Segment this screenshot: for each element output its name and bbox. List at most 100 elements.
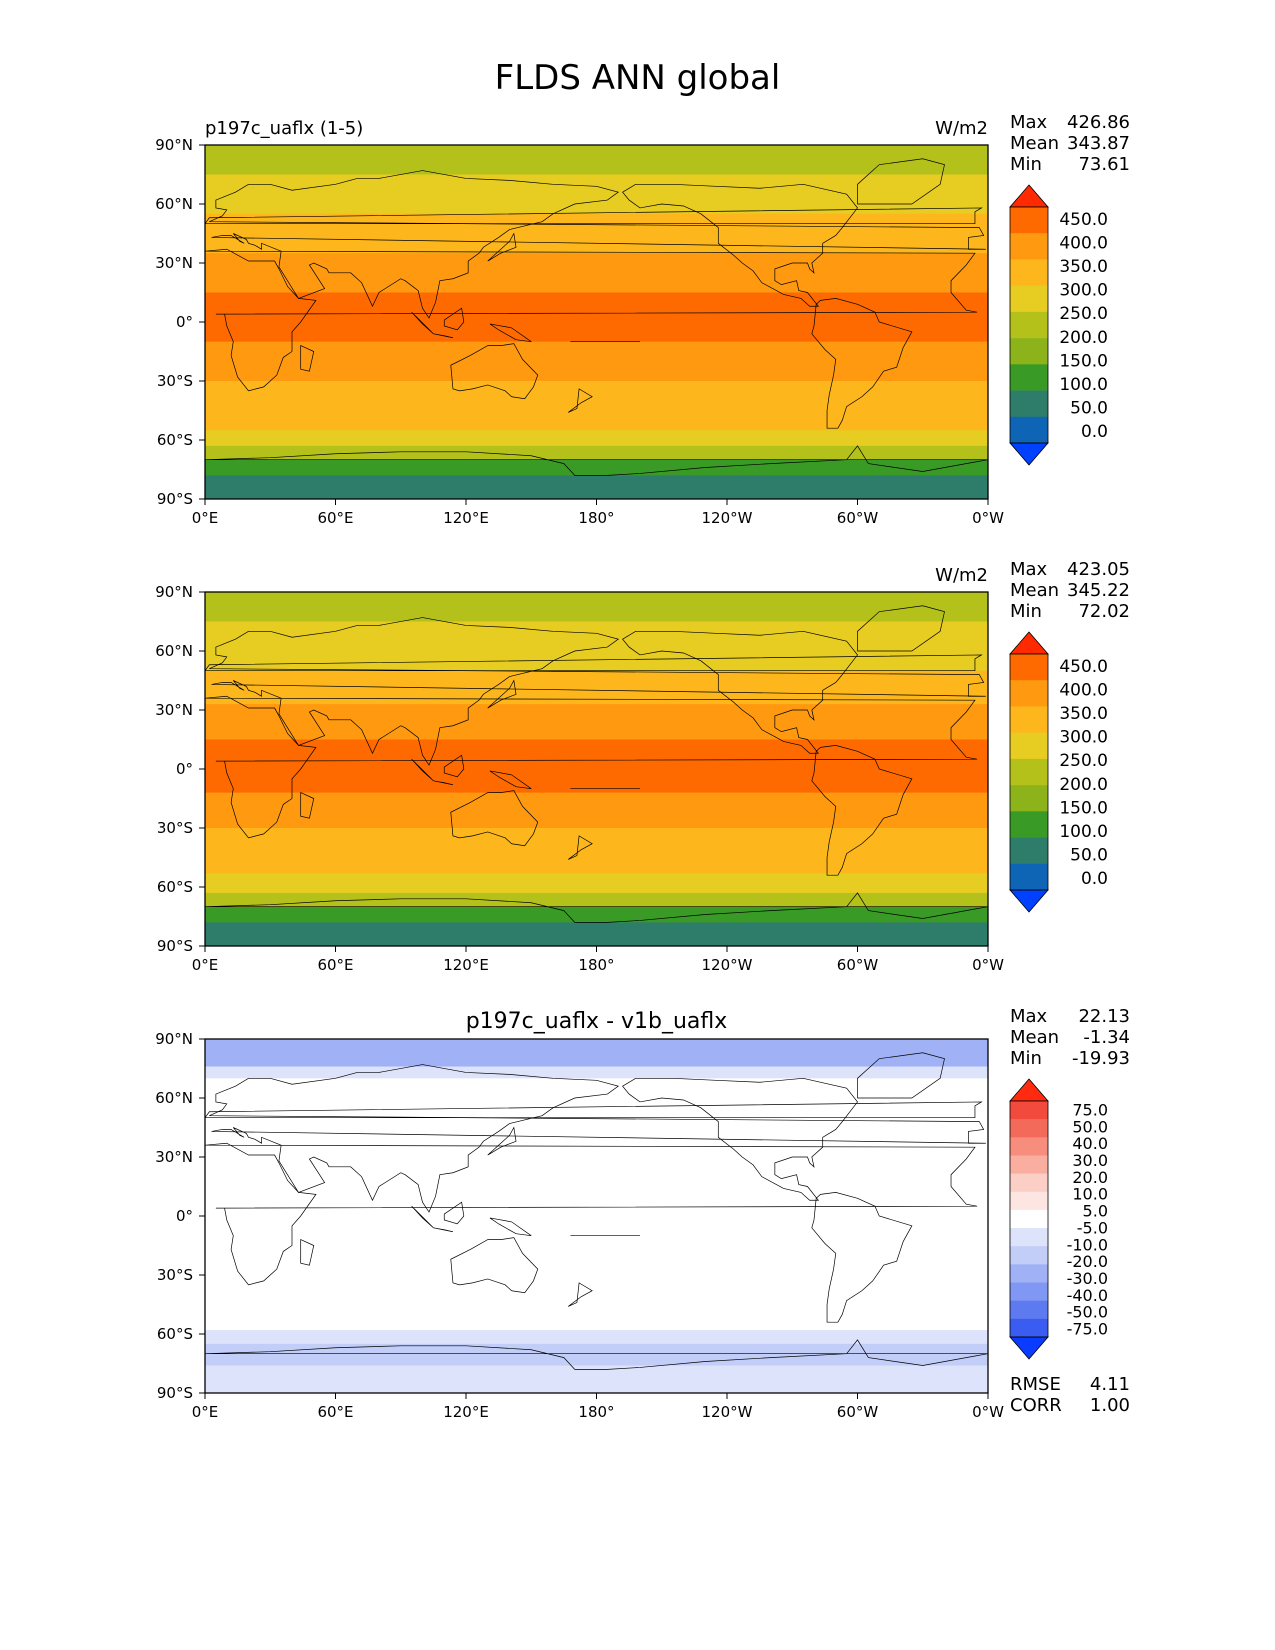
colorbar-extend-top	[1009, 1078, 1049, 1102]
y-tick-label: 0°	[176, 313, 193, 331]
y-tick-label: 30°S	[157, 819, 193, 837]
stat-label-max: Max	[1010, 1006, 1048, 1027]
y-tick-label: 0°	[176, 1207, 193, 1225]
colorbar-label: 350.0	[1059, 704, 1108, 724]
colorbar-label: 0.0	[1081, 869, 1108, 889]
panel-3-svg: p197c_uaflx - v1b_uaflx Max 22.13 Mean -1.34…	[155, 1006, 1130, 1421]
colorbar	[1009, 1078, 1049, 1360]
colorbar-label: 300.0	[1059, 728, 1108, 748]
field-band	[205, 1365, 988, 1393]
stat-value-mean: -1.34	[1083, 1027, 1130, 1048]
colorbar-segment	[1010, 1246, 1048, 1265]
colorbar-label: 250.0	[1059, 304, 1108, 324]
field-band	[205, 381, 988, 431]
coastline	[622, 1077, 858, 1201]
panel-2-svg: W/m2 Max 423.05 Mean 345.22 Min 72.02 0°E 60°E 12…	[155, 559, 1130, 974]
colorbar-segment	[1010, 390, 1048, 418]
x-tick-label: 60°E	[317, 956, 353, 974]
coastline	[487, 232, 517, 262]
coastline	[811, 745, 913, 876]
colorbar-label: 400.0	[1059, 680, 1108, 700]
field-band	[205, 459, 988, 476]
stat-value-min: -19.93	[1072, 1048, 1130, 1069]
coastline	[300, 345, 315, 372]
colorbar-label: 150.0	[1059, 798, 1108, 818]
x-tick-label: 60°E	[317, 1403, 353, 1421]
colorbar-segment	[1010, 680, 1048, 707]
coastline	[487, 679, 517, 709]
colorbar-label: -50.0	[1067, 1303, 1108, 1322]
colorbar-segment	[1010, 1282, 1048, 1301]
stat-value-mean: 345.22	[1067, 580, 1130, 601]
colorbar-label: -10.0	[1067, 1235, 1108, 1254]
y-tick-label: 60°S	[157, 1325, 193, 1343]
y-tick-label: 60°N	[155, 642, 193, 660]
coastline	[811, 298, 913, 429]
colorbar-segment	[1010, 311, 1048, 339]
coastline	[205, 654, 983, 672]
x-tick-label: 180°	[578, 509, 614, 527]
colorbar-label: 350.0	[1059, 257, 1108, 277]
stat-value-mean: 343.87	[1067, 133, 1130, 154]
colorbar-label: 300.0	[1059, 281, 1108, 301]
field-band	[205, 341, 988, 382]
stat-value-max: 426.86	[1067, 112, 1130, 133]
colorbar-label: 400.0	[1059, 233, 1108, 253]
colorbar-extend-bottom	[1009, 1336, 1049, 1360]
colorbar-segment	[1010, 1191, 1048, 1211]
x-tick-label: 120°E	[443, 509, 489, 527]
coastline	[209, 1064, 986, 1213]
colorbar-label: 50.0	[1072, 1117, 1108, 1136]
colorbar-label: -20.0	[1067, 1252, 1108, 1271]
stat-label-min: Min	[1010, 154, 1042, 175]
y-tick-label: 30°S	[157, 1266, 193, 1284]
x-tick-label: 0°E	[192, 509, 219, 527]
x-tick-label: 0°W	[972, 956, 1004, 974]
coastline	[450, 790, 539, 847]
units-label: W/m2	[935, 565, 988, 586]
coastline	[857, 605, 945, 652]
colorbar-segment	[1010, 1137, 1048, 1156]
map-area	[205, 145, 988, 499]
stat-label-min: Min	[1010, 601, 1042, 622]
y-tick-label: 30°N	[155, 1148, 193, 1166]
colorbar-segment	[1010, 1155, 1048, 1174]
colorbar-label: 30.0	[1072, 1151, 1108, 1170]
colorbar-segment	[1010, 364, 1048, 391]
rmse-value: 4.11	[1090, 1374, 1130, 1395]
y-tick-label: 30°N	[155, 701, 193, 719]
units-label: W/m2	[935, 118, 988, 139]
colorbar-segment	[1010, 285, 1048, 313]
colorbar-segment	[1010, 837, 1048, 865]
rmse-label: RMSE	[1010, 1374, 1061, 1395]
y-tick-label: 0°	[176, 760, 193, 778]
coastline	[209, 617, 986, 766]
colorbar-extend-top	[1009, 184, 1049, 208]
y-tick-label: 90°N	[155, 583, 193, 601]
panel-3: p197c_uaflx - v1b_uaflx Max 22.13 Mean -1.34…	[0, 1002, 1275, 1442]
colorbar-label: 200.0	[1059, 328, 1108, 348]
stat-label-min: Min	[1010, 1048, 1042, 1069]
coastline	[489, 1217, 532, 1237]
colorbar-segment	[1010, 1101, 1048, 1120]
map-area	[205, 1039, 988, 1393]
x-tick-label: 0°W	[972, 1403, 1004, 1421]
colorbar-segment	[1010, 1300, 1048, 1320]
colorbar-label: 50.0	[1070, 846, 1108, 866]
coastline	[433, 780, 454, 786]
colorbar-segment	[1010, 1318, 1048, 1338]
colorbar	[1009, 184, 1049, 466]
coastline	[411, 1205, 434, 1229]
coastline	[411, 311, 434, 335]
colorbar-segment	[1010, 732, 1048, 760]
y-tick-label: 60°N	[155, 195, 193, 213]
coastline	[433, 1227, 454, 1233]
stat-value-max: 22.13	[1078, 1006, 1130, 1027]
field-band	[205, 1330, 988, 1345]
x-tick-label: 120°W	[702, 956, 753, 974]
coastline	[205, 1142, 978, 1286]
colorbar-segment	[1010, 1173, 1048, 1193]
colorbar-segment	[1010, 1228, 1048, 1247]
x-tick-label: 60°E	[317, 509, 353, 527]
colorbar-label: 20.0	[1072, 1168, 1108, 1187]
